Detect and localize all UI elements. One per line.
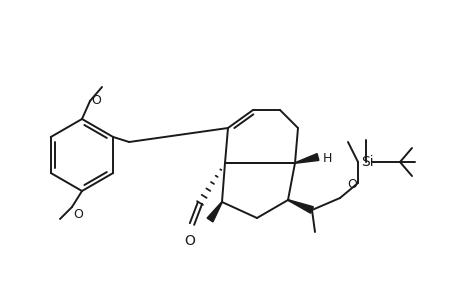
Text: Si: Si [360, 155, 373, 169]
Polygon shape [287, 200, 313, 213]
Text: O: O [73, 208, 83, 221]
Text: O: O [347, 178, 356, 190]
Polygon shape [294, 154, 318, 163]
Text: H: H [322, 152, 332, 164]
Polygon shape [207, 202, 222, 222]
Text: O: O [184, 234, 195, 248]
Text: O: O [91, 94, 101, 106]
